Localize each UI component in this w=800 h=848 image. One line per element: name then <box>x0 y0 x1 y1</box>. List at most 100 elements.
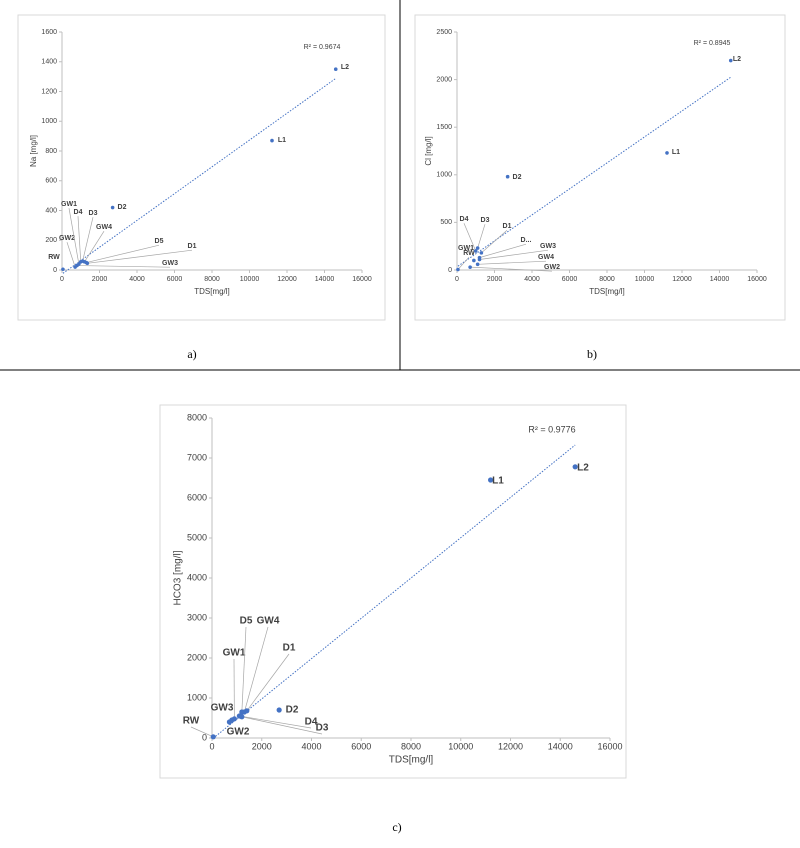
leader-line <box>83 217 93 261</box>
point-label: L1 <box>278 137 286 144</box>
leader-line <box>478 261 546 264</box>
x-tick-label: 10000 <box>448 741 473 751</box>
y-tick-label: 8000 <box>187 412 207 422</box>
annotation: R² = 0.8945 <box>694 40 731 47</box>
point-label: GW3 <box>540 243 556 250</box>
point <box>232 716 237 721</box>
point-label: GW2 <box>544 264 560 271</box>
leader-line <box>470 267 552 271</box>
x-tick-label: 8000 <box>599 276 615 283</box>
y-tick-label: 2000 <box>436 76 452 83</box>
point-label: D4 <box>460 216 469 223</box>
x-tick-label: 14000 <box>710 276 730 283</box>
x-tick-label: 0 <box>209 741 214 751</box>
x-tick-label: 8000 <box>204 276 220 283</box>
point <box>480 251 484 255</box>
y-tick-label: 1200 <box>41 88 57 95</box>
point-label: GW1 <box>458 245 474 252</box>
x-tick-label: 4000 <box>524 276 540 283</box>
x-tick-label: 14000 <box>315 276 335 283</box>
x-tick-label: 2000 <box>92 276 108 283</box>
x-tick-label: 12000 <box>498 741 523 751</box>
x-tick-label: 14000 <box>548 741 573 751</box>
x-tick-label: 8000 <box>401 741 421 751</box>
point-label: D1 <box>503 223 512 230</box>
y-tick-label: 7000 <box>187 452 207 462</box>
x-tick-label: 0 <box>60 276 64 283</box>
point-label: L2 <box>733 56 741 63</box>
y-tick-label: 2000 <box>187 652 207 662</box>
y-tick-label: 1500 <box>436 124 452 131</box>
point <box>334 67 338 71</box>
x-tick-label: 4000 <box>129 276 145 283</box>
point-label: D1 <box>283 643 296 654</box>
point <box>478 258 482 262</box>
leader-line <box>242 627 246 712</box>
point-label: L2 <box>341 64 349 71</box>
point-label: D2 <box>286 705 299 716</box>
y-axis-title: Na [mg/l] <box>29 135 38 167</box>
trendline <box>213 445 575 738</box>
point-label: RW <box>183 716 200 727</box>
point <box>476 262 480 266</box>
x-axis-title: TDS[mg/l] <box>194 287 230 296</box>
x-tick-label: 2000 <box>487 276 503 283</box>
point-label: D3 <box>316 723 329 734</box>
x-axis-title: TDS[mg/l] <box>389 755 434 766</box>
leader-line <box>85 231 105 262</box>
x-tick-label: 12000 <box>277 276 297 283</box>
x-tick-label: 10000 <box>240 276 260 283</box>
leader-line <box>458 257 469 269</box>
y-tick-label: 500 <box>440 219 452 226</box>
y-tick-label: 800 <box>45 148 57 155</box>
point-label: D5 <box>240 616 253 627</box>
point-label: GW4 <box>257 616 280 627</box>
y-axis-title: HCO3 [mg/l] <box>173 550 184 605</box>
point-label: RW <box>48 254 60 261</box>
point <box>211 734 216 739</box>
point-label: GW4 <box>538 254 554 261</box>
y-tick-label: 400 <box>45 207 57 214</box>
point <box>111 206 115 210</box>
x-tick-label: 6000 <box>167 276 183 283</box>
y-tick-label: 2500 <box>436 29 452 36</box>
point-label: GW2 <box>59 235 75 242</box>
point-label: L1 <box>492 476 504 487</box>
x-tick-label: 10000 <box>635 276 655 283</box>
point-label: D5 <box>155 238 164 245</box>
point-label: D3 <box>89 210 98 217</box>
x-tick-label: 0 <box>455 276 459 283</box>
x-tick-label: 6000 <box>351 741 371 751</box>
x-tick-label: 12000 <box>672 276 692 283</box>
chart-frame <box>18 15 385 320</box>
point <box>61 267 65 271</box>
point <box>456 268 460 272</box>
y-tick-label: 3000 <box>187 612 207 622</box>
point <box>270 139 274 143</box>
trendline <box>63 78 336 273</box>
leader-line <box>244 627 268 712</box>
y-tick-label: 1000 <box>41 118 57 125</box>
x-tick-label: 16000 <box>352 276 372 283</box>
point-label: GW2 <box>227 727 250 738</box>
point-label: GW4 <box>96 224 112 231</box>
y-tick-label: 4000 <box>187 572 207 582</box>
y-tick-label: 0 <box>53 267 57 274</box>
x-axis-title: TDS[mg/l] <box>589 287 625 296</box>
leader-line <box>480 244 527 257</box>
y-axis-title: Cl [mg/l] <box>424 136 433 165</box>
leader-line <box>67 242 75 267</box>
y-tick-label: 600 <box>45 178 57 185</box>
y-tick-label: 6000 <box>187 492 207 502</box>
point <box>472 259 476 263</box>
point-label: GW1 <box>61 201 77 208</box>
y-tick-label: 200 <box>45 237 57 244</box>
leader-line <box>86 245 159 262</box>
point-label: D... <box>521 237 532 244</box>
annotation: R² = 0.9776 <box>528 424 575 434</box>
leader-line <box>478 224 485 248</box>
caption: c) <box>392 820 401 834</box>
leader-line <box>247 654 289 711</box>
leader-line <box>78 216 81 262</box>
